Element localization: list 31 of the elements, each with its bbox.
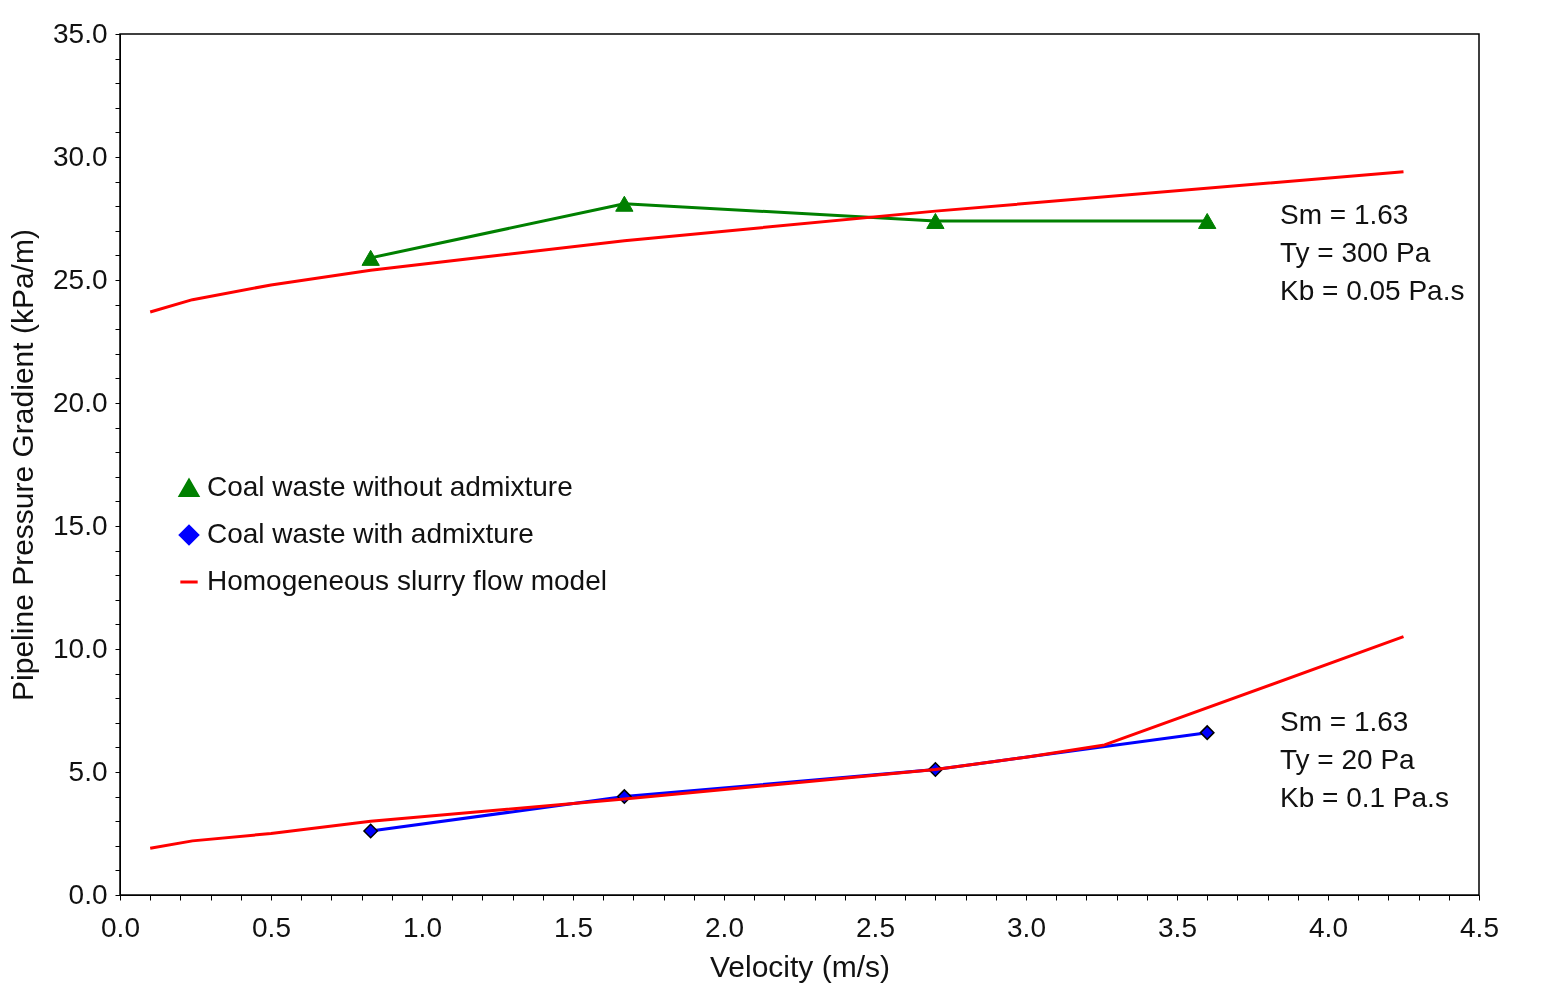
y-axis-title: Pipeline Pressure Gradient (kPa/m) (6, 229, 39, 701)
x-tick-label: 0.5 (252, 911, 291, 943)
legend-label: Coal waste with admixture (207, 518, 534, 549)
point (1199, 725, 1215, 741)
point (615, 195, 634, 212)
legend-label: Coal waste without admixture (207, 471, 573, 502)
y-tick-label: 10.0 (53, 632, 108, 664)
x-tick-label: 2.0 (705, 911, 744, 943)
x-tick-label: 0.0 (101, 911, 140, 943)
y-tick-label: 25.0 (53, 263, 108, 295)
x-tick-label: 1.0 (403, 911, 442, 943)
point (361, 249, 380, 266)
x-tick-label: 3.0 (1007, 911, 1046, 943)
y-tick-label: 30.0 (53, 140, 108, 172)
x-tick-label: 2.5 (856, 911, 895, 943)
y-tick-label: 15.0 (53, 509, 108, 541)
x-tick-label: 4.0 (1309, 911, 1348, 943)
y-tick-label: 20.0 (53, 386, 108, 418)
point (363, 823, 379, 839)
annotation: Sm = 1.63 Ty = 300 Pa Kb = 0.05 Pa.s (1280, 199, 1465, 306)
x-tick-label: 4.5 (1460, 911, 1499, 943)
x-tick-label: 1.5 (554, 911, 593, 943)
y-tick-label: 35.0 (53, 17, 108, 49)
y-tick-label: 5.0 (68, 755, 108, 787)
x-tick-label: 3.5 (1158, 911, 1197, 943)
y-tick-label: 0.0 (68, 878, 108, 910)
x-axis-title: Velocity (m/s) (709, 949, 891, 983)
point (1198, 212, 1217, 229)
legend-label: Homogeneous slurry flow model (207, 565, 607, 596)
annotation: Sm = 1.63 Ty = 20 Pa Kb = 0.1 Pa.s (1280, 706, 1449, 813)
point (926, 212, 945, 229)
